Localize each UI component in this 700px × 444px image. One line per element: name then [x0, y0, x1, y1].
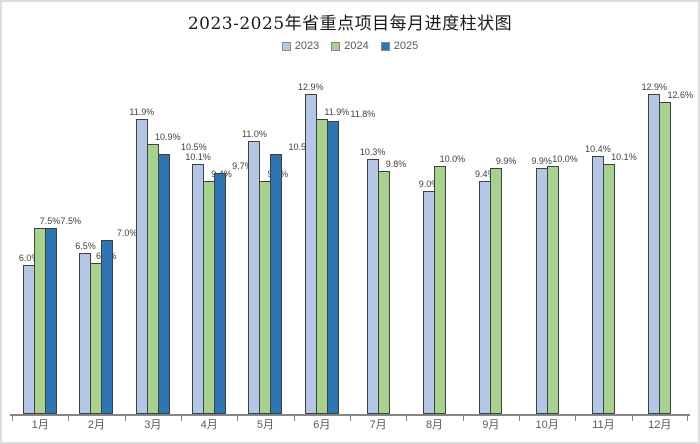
bar-2024: 10.0% [546, 154, 578, 414]
bar-value-label: 10.3% [359, 147, 386, 157]
x-axis-labels: 1月 2月 3月 4月 5月 6月 7月 8月 9月 10月 11月 12月 [12, 416, 688, 432]
bar-value-label: 9.8% [385, 159, 407, 169]
bar-value-label: 9.9% [495, 156, 517, 166]
bar-2025: 7.5% [45, 216, 81, 414]
bar-2024: 12.6% [659, 90, 693, 414]
bar-group: 10.1%9.4%9.7% [181, 152, 253, 414]
bar-group: 10.3% 9.8% [350, 147, 406, 414]
bar-group: 9.0% 10.0% [406, 154, 465, 414]
x-axis-label: 5月 [256, 419, 275, 431]
legend-item-2023: 2023 [281, 40, 320, 52]
x-axis-label: 11月 [592, 419, 615, 431]
x-axis-tick [68, 416, 70, 421]
legend-item-2024: 2024 [331, 40, 369, 52]
legend-label: 2025 [393, 40, 419, 52]
x-axis-tick [406, 416, 408, 421]
x-axis-label: 3月 [144, 419, 162, 431]
legend-label: 2024 [344, 40, 369, 52]
x-axis-line [10, 414, 690, 416]
bar-value-label: 6.0% [18, 253, 40, 263]
x-axis-label: 2月 [87, 419, 106, 431]
bar-value-label: 12.9% [298, 82, 324, 92]
bar-2024: 9.9% [490, 156, 516, 414]
legend-swatch-2024 [331, 41, 341, 51]
chart-title: 2023-2025年省重点项目每月进度柱状图 [187, 14, 513, 34]
x-axis-tick [124, 416, 126, 421]
bar-2024: 9.8% [377, 159, 406, 414]
bar-2024: 10.1% [602, 152, 637, 414]
bar-group: 6.0% 7.5% 7.5% [12, 216, 81, 414]
x-axis-tick [462, 416, 464, 421]
bar-group: 9.4% 9.9% [463, 156, 519, 414]
bar-value-label: 9.9% [531, 156, 552, 166]
x-axis-tick [350, 416, 351, 421]
bar-value-label: 7.5% [60, 216, 82, 226]
legend-label: 2023 [294, 40, 320, 52]
x-axis-label: 6月 [313, 419, 331, 431]
bar-value-label: 9.4% [475, 169, 496, 179]
x-axis-tick [687, 416, 688, 421]
bar-group: 9.9% 10.0% [519, 154, 578, 414]
bar-value-label: 10.1% [611, 152, 637, 162]
x-axis-label: 1月 [31, 419, 49, 431]
bar-value-label: 11.8% [350, 109, 376, 119]
x-axis-tick [519, 416, 520, 421]
legend: 2023 2024 2025 [2, 40, 698, 52]
bar-value-label: 6.5% [75, 241, 96, 251]
plot-area: 6.0%7.5%7.5%6.5%6.1%7.0%11.9%10.9%10.5%1… [12, 82, 693, 414]
legend-swatch-2023 [281, 41, 291, 51]
bar-group: 11.9% 10.9% 10.5% [125, 107, 207, 414]
bar-value-label: 10.5% [181, 142, 207, 152]
bar-group: 6.5%6.1%7.0% [68, 228, 137, 414]
bar-2025: 10.5% [270, 142, 314, 414]
bar-2025: 7.0% [101, 228, 137, 414]
x-axis-label: 9月 [482, 419, 500, 431]
bar-value-label: 10.9% [155, 132, 181, 142]
bar-value-label: 9.0% [418, 179, 440, 189]
bar-value-label: 11.9% [324, 107, 350, 117]
bar-value-label: 7.5% [39, 216, 61, 226]
legend-swatch-2025 [380, 41, 390, 51]
bar-value-label: 9.7% [232, 161, 253, 171]
bar-value-label: 10.1% [185, 152, 211, 162]
legend-item-2025: 2025 [380, 40, 419, 52]
bar-value-label: 12.6% [667, 90, 694, 100]
x-axis-tick [181, 416, 182, 421]
bar-2025: 10.5% [157, 142, 207, 414]
bar-value-label: 10.0% [439, 154, 466, 164]
bar-value-label: 11.0% [242, 129, 267, 139]
x-axis-tick [575, 416, 577, 421]
bar-2024: 10.0% [433, 154, 465, 414]
bar-2025: 9.7% [214, 161, 253, 414]
bar-value-label: 10.5% [288, 142, 315, 152]
bar-value-label: 12.9% [641, 82, 668, 92]
x-axis-tick [12, 416, 13, 421]
bar-group: 10.4% 10.1% [575, 144, 637, 414]
bar-value-label: 11.9% [129, 107, 155, 117]
x-axis-tick [631, 416, 633, 421]
x-axis-label: 7月 [369, 419, 387, 431]
bar-value-label: 10.4% [585, 144, 611, 154]
bar-group: 11.0%9.4%10.5% [237, 129, 314, 414]
x-axis-label: 10月 [535, 419, 559, 431]
bar-value-label: 7.0% [116, 228, 138, 238]
bar-value-label: 10.0% [552, 154, 578, 164]
x-axis-tick [237, 416, 239, 421]
bar-2025: 11.8% [326, 109, 375, 414]
bar-group: 12.9% 11.9% 11.8% [294, 82, 375, 414]
x-axis-tick [293, 416, 295, 421]
bar-group: 12.9% 12.6% [632, 82, 693, 414]
x-axis-label: 8月 [425, 419, 444, 431]
x-axis-ticks [12, 416, 688, 421]
x-axis-label: 4月 [200, 419, 218, 431]
x-axis-label: 12月 [648, 419, 672, 431]
